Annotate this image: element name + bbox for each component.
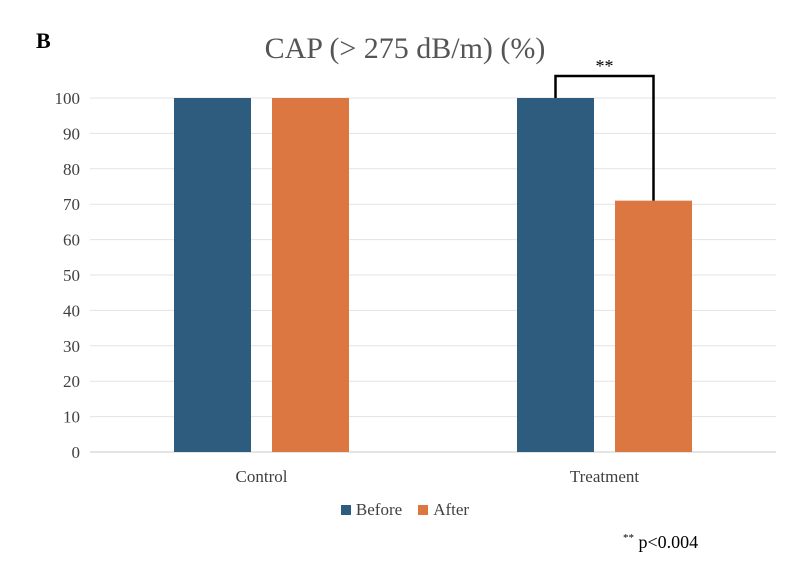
chart-title: CAP (> 275 dB/m) (%) — [264, 32, 546, 65]
bar-after-treatment — [615, 200, 692, 452]
y-tick-label-10: 10 — [63, 408, 80, 427]
y-tick-label-40: 40 — [63, 301, 80, 320]
significance-bracket — [554, 74, 655, 201]
significance-marker: ** — [596, 56, 614, 76]
legend-swatch-after — [418, 505, 429, 515]
footnote-text: p<0.004 — [638, 532, 699, 552]
y-tick-label-100: 100 — [55, 89, 81, 108]
legend-label-before: Before — [355, 500, 403, 519]
x-tick-label-treatment: Treatment — [570, 467, 640, 486]
panel-label: B — [36, 28, 51, 53]
y-tick-label-80: 80 — [63, 160, 80, 179]
y-tick-label-90: 90 — [63, 124, 80, 143]
legend: Before After — [0, 500, 810, 520]
legend-item-before: Before — [340, 500, 403, 520]
y-tick-label-70: 70 — [63, 195, 80, 214]
bar-after-control — [272, 98, 349, 452]
legend-item-after: After — [418, 500, 469, 520]
y-tick-label-30: 30 — [63, 337, 80, 356]
bar-before-treatment — [517, 98, 594, 452]
y-tick-label-60: 60 — [63, 231, 80, 250]
bar-before-control — [174, 98, 251, 452]
legend-swatch-before — [340, 505, 351, 515]
y-tick-label-0: 0 — [72, 443, 81, 462]
legend-label-after: After — [433, 500, 470, 519]
significance-footnote: ** p<0.004 — [623, 532, 698, 553]
y-tick-label-20: 20 — [63, 372, 80, 391]
footnote-marker: ** — [623, 532, 634, 544]
y-tick-label-50: 50 — [63, 266, 80, 285]
x-tick-label-control: Control — [236, 467, 288, 486]
